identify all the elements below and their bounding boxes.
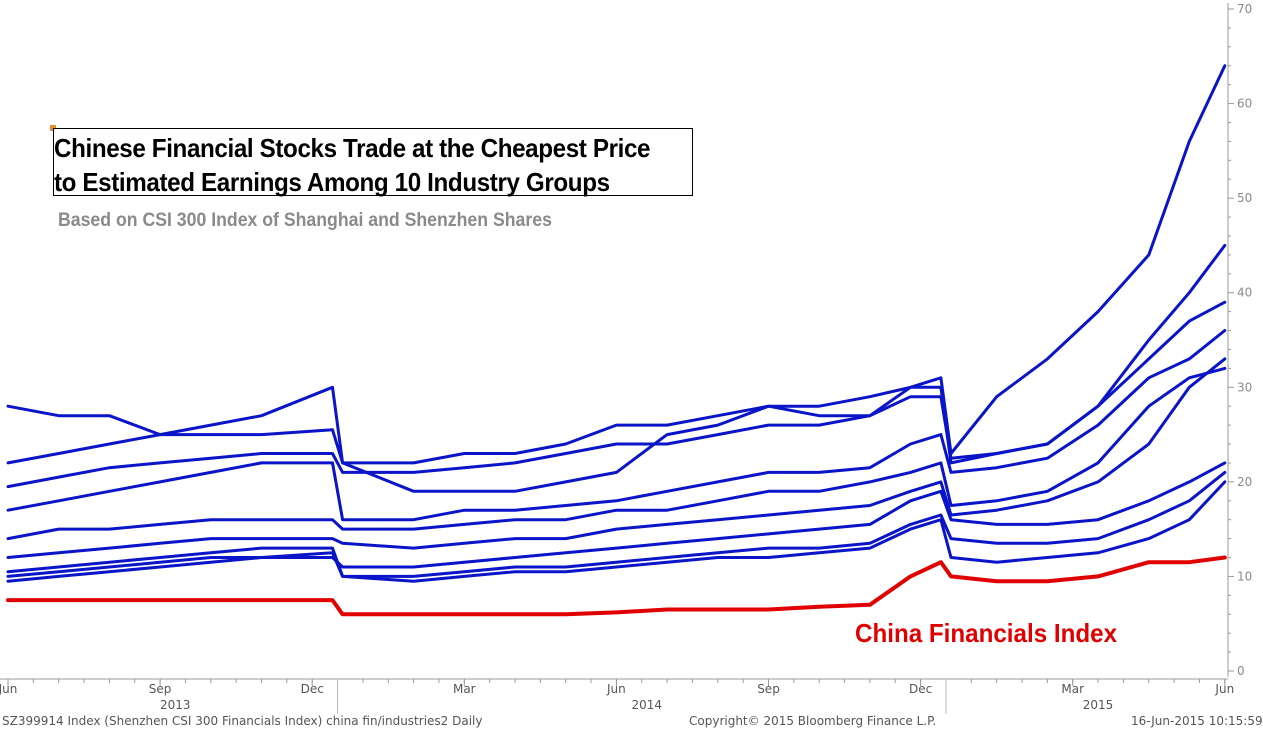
x-tick-label: Jun bbox=[1214, 682, 1234, 696]
industry-group-line-6 bbox=[6, 357, 1227, 559]
y-tick-label: 0 bbox=[1237, 664, 1245, 678]
footer-source: SZ399914 Index (Shenzhen CSI 300 Financi… bbox=[2, 714, 483, 728]
y-tick-label: 50 bbox=[1237, 191, 1252, 205]
y-tick-label: 10 bbox=[1237, 569, 1252, 583]
industry-group-line-5 bbox=[6, 366, 1227, 541]
x-tick-label: Mar bbox=[453, 682, 476, 696]
series-layer bbox=[6, 64, 1227, 617]
industry-group-line-7 bbox=[6, 461, 1227, 578]
industry-group-line-9 bbox=[6, 480, 1227, 583]
year-label: 2013 bbox=[160, 698, 191, 712]
footer-copyright: Copyright© 2015 Bloomberg Finance L.P. bbox=[689, 714, 937, 728]
y-tick-label: 70 bbox=[1237, 2, 1252, 16]
industry-group-line-4 bbox=[6, 329, 1227, 522]
financials-series-label: China Financials Index bbox=[855, 618, 1118, 648]
year-label: 2014 bbox=[632, 698, 663, 712]
chart-title-line-2: to Estimated Earnings Among 10 Industry … bbox=[54, 167, 610, 197]
y-tick-label: 20 bbox=[1237, 475, 1252, 489]
chart-subtitle: Based on CSI 300 Index of Shanghai and S… bbox=[58, 210, 552, 231]
x-tick-label: Jun bbox=[0, 682, 17, 696]
x-tick-label: Jun bbox=[606, 682, 626, 696]
x-tick-label: Dec bbox=[909, 682, 932, 696]
x-tick-label: Mar bbox=[1061, 682, 1084, 696]
footer-timestamp: 16-Jun-2015 10:15:59 bbox=[1131, 714, 1263, 728]
industry-group-line-8 bbox=[6, 470, 1227, 583]
x-tick-label: Dec bbox=[301, 682, 324, 696]
year-label: 2015 bbox=[1083, 698, 1114, 712]
y-tick-label: 40 bbox=[1237, 286, 1252, 300]
y-tick-label: 30 bbox=[1237, 380, 1252, 394]
x-tick-label: Sep bbox=[757, 682, 780, 696]
industry-group-line-1 bbox=[6, 64, 1227, 493]
chart-title-line-1: Chinese Financial Stocks Trade at the Ch… bbox=[54, 133, 651, 163]
y-tick-label: 60 bbox=[1237, 97, 1252, 111]
x-tick-label: Sep bbox=[149, 682, 172, 696]
financials-index-line bbox=[6, 555, 1227, 617]
chart-title-box: Chinese Financial Stocks Trade at the Ch… bbox=[53, 128, 693, 197]
axis-layer: 0 10 20 30 40 50 60 70 Jun Sep Dec Mar Jun Sep Dec Mar J… bbox=[0, 2, 1252, 714]
industry-group-line-3 bbox=[6, 300, 1227, 489]
